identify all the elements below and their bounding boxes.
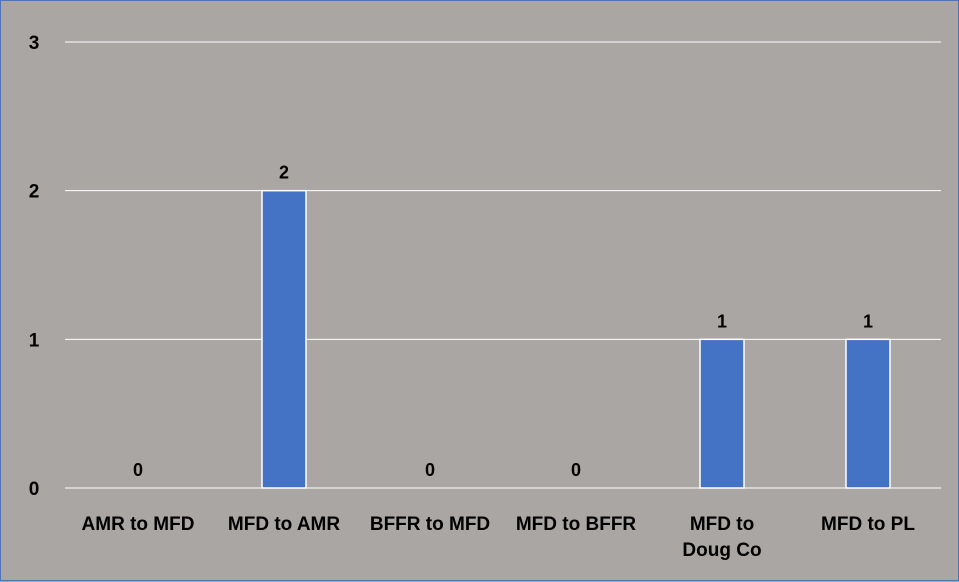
y-tick-label-3: 3 bbox=[29, 33, 40, 54]
data-label-4: 0 bbox=[571, 460, 581, 480]
category-label-2: MFD to AMR bbox=[228, 514, 340, 535]
data-label-3: 0 bbox=[425, 460, 435, 480]
category-label-6: MFD to PL bbox=[821, 514, 915, 535]
y-tick-label-0: 0 bbox=[29, 479, 40, 500]
bar-5 bbox=[699, 338, 745, 489]
category-label-1: AMR to MFD bbox=[82, 514, 195, 535]
category-label-3: BFFR to MFD bbox=[370, 514, 490, 535]
category-label-4: MFD to BFFR bbox=[516, 514, 637, 535]
data-label-1: 0 bbox=[133, 460, 143, 480]
y-axis-tick-labels: 0 1 2 3 bbox=[29, 33, 40, 500]
bars bbox=[261, 189, 891, 489]
data-label-6: 1 bbox=[863, 311, 873, 331]
data-label-5: 1 bbox=[717, 311, 727, 331]
data-labels: 0 2 0 0 1 1 bbox=[133, 163, 873, 480]
y-tick-label-1: 1 bbox=[29, 330, 40, 351]
gridlines bbox=[65, 41, 941, 489]
data-label-2: 2 bbox=[279, 163, 289, 183]
y-tick-label-2: 2 bbox=[29, 182, 40, 203]
bar-2 bbox=[261, 189, 307, 489]
bar-6 bbox=[845, 338, 891, 489]
x-axis-category-labels: AMR to MFD MFD to AMR BFFR to MFD MFD to BF… bbox=[82, 514, 916, 561]
category-label-5: MFD to Doug Co bbox=[682, 514, 761, 561]
